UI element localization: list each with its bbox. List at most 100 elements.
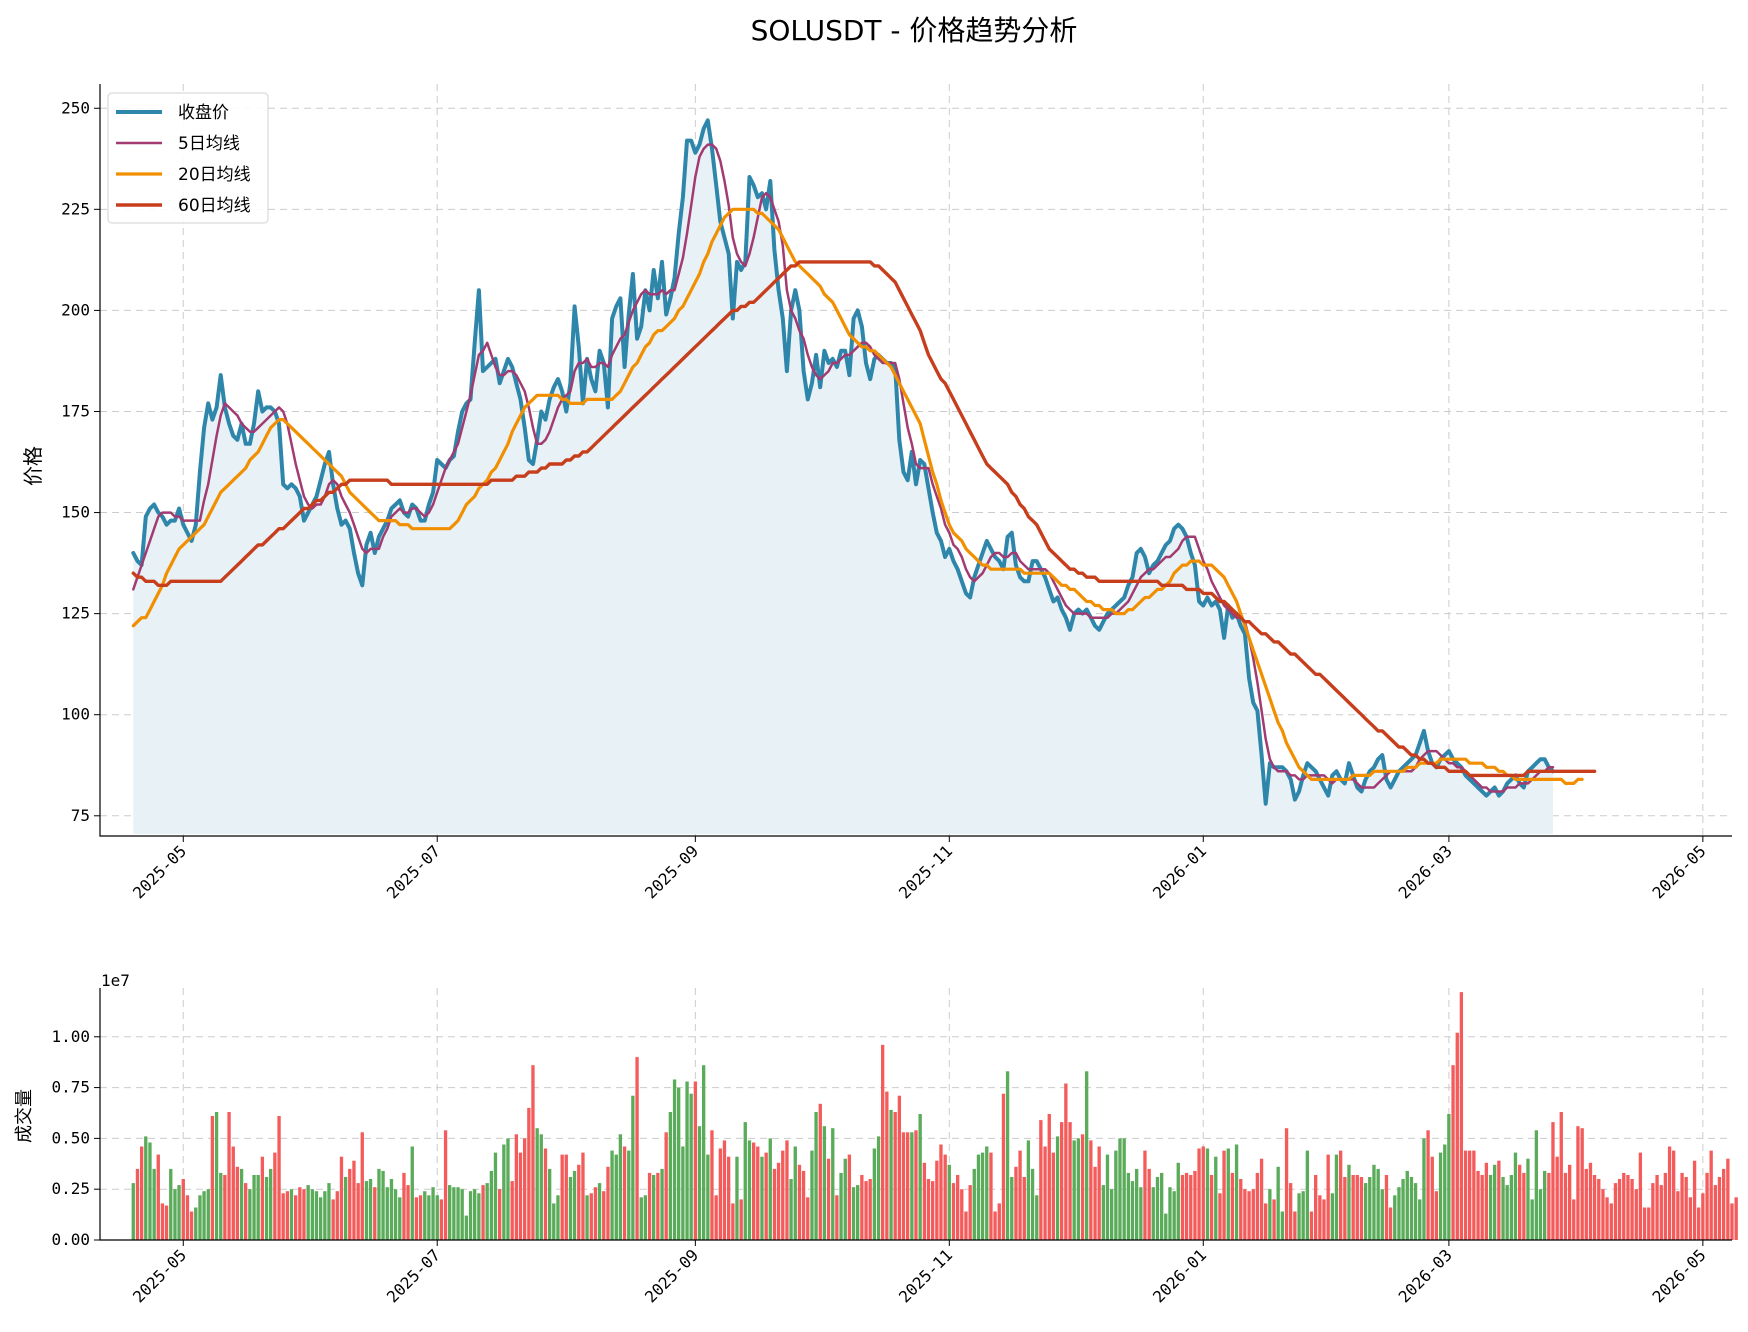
volume-bar xyxy=(527,1107,531,1240)
volume-bar xyxy=(1110,1189,1114,1240)
volume-bar xyxy=(602,1191,606,1240)
volume-bar xyxy=(456,1187,460,1240)
volume-bar xyxy=(1184,1172,1189,1240)
price-y-tick-label: 175 xyxy=(61,401,90,420)
price-panel: 2025-05 2025-07 2025-09 2025-11 2026-01 2026-… xyxy=(21,84,1732,903)
volume-bar xyxy=(1684,1177,1688,1240)
legend: 收盘价 5日均线 20日均线 60日均线 xyxy=(107,92,269,224)
volume-bar xyxy=(943,1154,947,1240)
volume-bar xyxy=(1322,1199,1326,1240)
volume-bar xyxy=(1438,1152,1443,1240)
volume-bar xyxy=(664,1132,668,1240)
volume-bar xyxy=(589,1193,593,1240)
volume-bar xyxy=(1172,1191,1176,1240)
volume-bar xyxy=(339,1156,344,1240)
volume-bar xyxy=(485,1183,489,1240)
volume-bar xyxy=(1393,1195,1397,1240)
volume-bar xyxy=(639,1197,643,1240)
volume-bar xyxy=(1209,1175,1214,1240)
volume-bar xyxy=(423,1191,427,1240)
volume-bar xyxy=(668,1112,673,1240)
volume-bar xyxy=(1588,1162,1593,1240)
volume-bar xyxy=(1005,1071,1010,1240)
volume-bar xyxy=(1268,1189,1272,1240)
volume-bar xyxy=(214,1112,219,1240)
volume-bar xyxy=(173,1189,177,1240)
volume-scale-label: 1e7 xyxy=(101,971,130,990)
volume-bar xyxy=(1468,1150,1472,1240)
volume-bar xyxy=(843,1158,847,1240)
volume-bar xyxy=(1380,1189,1384,1240)
volume-bar xyxy=(926,1179,931,1240)
volume-bar xyxy=(747,1140,752,1240)
volume-bar xyxy=(514,1134,519,1240)
volume-bar xyxy=(1638,1152,1643,1240)
volume-bar xyxy=(810,1150,814,1240)
volume-bar xyxy=(1667,1146,1672,1240)
volume-axis-spine xyxy=(99,988,1732,1241)
volume-bar xyxy=(1518,1164,1522,1240)
volume-bar xyxy=(652,1175,656,1240)
volume-bar xyxy=(1509,1175,1514,1240)
price-x-tick-label: 2025-07 xyxy=(383,841,444,902)
volume-bar xyxy=(406,1185,410,1240)
volume-bar xyxy=(1651,1183,1655,1240)
volume-bar xyxy=(610,1150,614,1240)
volume-bar xyxy=(231,1146,235,1240)
volume-bar xyxy=(169,1168,173,1240)
volume-bar xyxy=(1692,1160,1697,1240)
volume-bar xyxy=(327,1183,331,1240)
volume-bar xyxy=(281,1193,285,1240)
volume-bar xyxy=(1705,1172,1709,1240)
volume-bar xyxy=(1659,1185,1663,1240)
volume-y-tick-label: 0.50 xyxy=(51,1128,90,1147)
volume-bar xyxy=(793,1146,797,1240)
volume-bar xyxy=(814,1112,818,1240)
volume-bar xyxy=(1018,1150,1022,1240)
volume-bar xyxy=(1297,1193,1301,1240)
volume-bar xyxy=(194,1207,198,1240)
volume-bar xyxy=(1547,1172,1551,1240)
volume-bar xyxy=(1497,1160,1501,1240)
volume-bar xyxy=(1455,1032,1459,1240)
volume-bar xyxy=(1197,1148,1201,1240)
volume-bar xyxy=(319,1197,323,1240)
price-x-tick-label: 2026-05 xyxy=(1649,841,1710,902)
volume-bar xyxy=(789,1179,793,1240)
volume-bar xyxy=(323,1191,327,1240)
volume-bar xyxy=(1072,1140,1076,1240)
volume-bar xyxy=(294,1195,298,1240)
volume-bar xyxy=(348,1168,352,1240)
volume-bar xyxy=(352,1160,356,1240)
volume-bar xyxy=(410,1146,414,1240)
volume-bar xyxy=(1734,1197,1738,1240)
close-price-line xyxy=(131,118,1555,806)
volume-bar xyxy=(1055,1136,1060,1240)
volume-bar xyxy=(156,1154,160,1240)
volume-bar xyxy=(939,1144,943,1240)
price-y-tick-label: 250 xyxy=(61,98,90,117)
price-y-axis-label: 价格 xyxy=(21,446,45,486)
volume-bar xyxy=(239,1168,244,1240)
volume-bar xyxy=(1330,1193,1335,1240)
volume-bar xyxy=(1597,1179,1601,1240)
volume-bar xyxy=(269,1168,273,1240)
volume-bar xyxy=(1680,1172,1684,1240)
volume-bar xyxy=(1097,1146,1101,1240)
volume-bar xyxy=(493,1152,498,1240)
volume-bar xyxy=(901,1132,906,1240)
volume-bar xyxy=(868,1179,872,1240)
volume-bar xyxy=(1155,1177,1160,1240)
volume-bar xyxy=(1280,1211,1285,1240)
volume-bar xyxy=(1676,1191,1680,1240)
volume-bar xyxy=(244,1183,248,1240)
volume-bar xyxy=(1543,1170,1547,1240)
volume-bar xyxy=(989,1152,993,1240)
volume-bar xyxy=(140,1146,144,1240)
volume-bar xyxy=(439,1199,444,1240)
volume-bar xyxy=(1147,1168,1151,1240)
volume-bar xyxy=(1180,1175,1185,1240)
volume-bar xyxy=(468,1191,473,1240)
volume-bar xyxy=(1160,1172,1164,1240)
volume-bar xyxy=(518,1152,523,1240)
